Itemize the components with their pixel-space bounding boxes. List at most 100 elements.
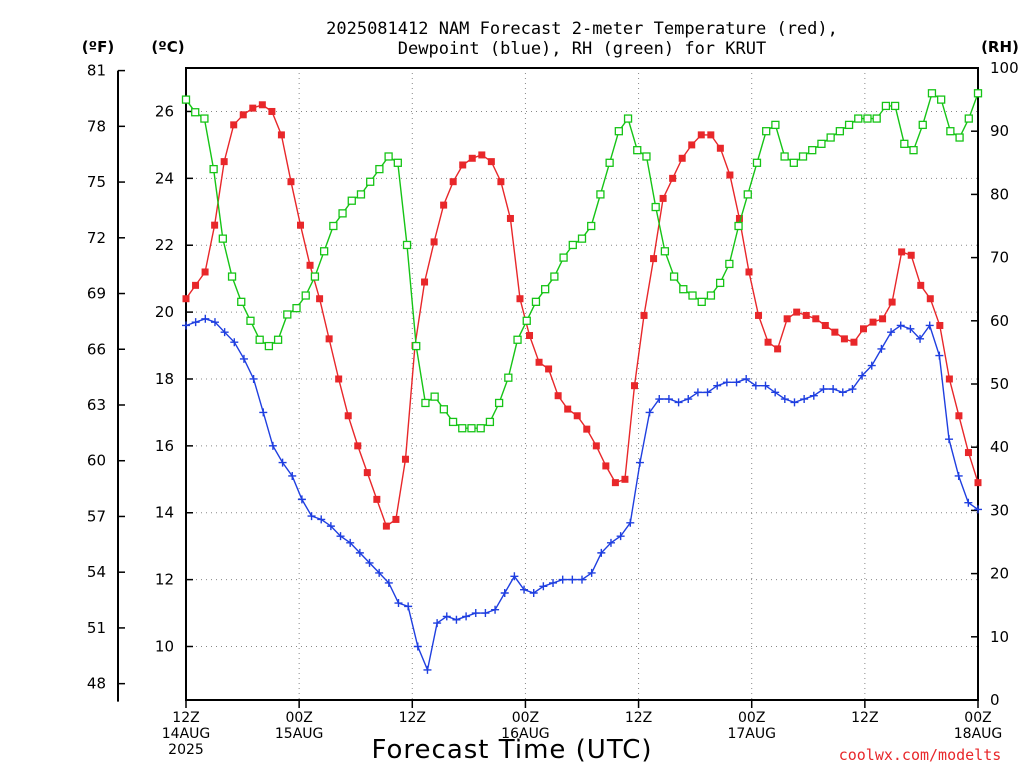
rh-point <box>237 297 246 306</box>
dewpoint-point <box>510 572 519 581</box>
rh-point <box>605 158 614 167</box>
rh-point <box>522 316 531 325</box>
dewpoint-point <box>249 374 258 383</box>
dewpoint-point <box>336 532 345 541</box>
temperature-point <box>869 318 877 326</box>
rh-point <box>430 392 439 401</box>
rh-point <box>218 234 227 243</box>
dewpoint-point <box>481 609 490 618</box>
dewpoint-point <box>288 471 297 480</box>
celsius-axis-label: (ºC) <box>151 38 184 56</box>
fahrenheit-tick-label: 54 <box>87 563 106 581</box>
rh-point <box>191 108 200 117</box>
grid-layer <box>185 68 979 700</box>
fahrenheit-tick-label: 48 <box>87 675 106 693</box>
temperature-point <box>344 412 352 420</box>
x-tick-label: 00Z <box>512 710 539 726</box>
dewpoint-point <box>848 385 857 394</box>
series-layer <box>181 89 983 674</box>
celsius-tick-label: 12 <box>155 571 174 589</box>
rh-point <box>494 398 504 408</box>
fahrenheit-tick-label: 66 <box>87 340 106 358</box>
rh-point <box>319 247 329 256</box>
rh-point <box>752 158 762 167</box>
dewpoint-point <box>500 588 509 597</box>
rh-point <box>559 253 568 262</box>
fahrenheit-axis-label: (ºF) <box>82 38 114 56</box>
dewpoint-point <box>307 512 316 521</box>
rh-point <box>393 158 402 167</box>
dewpoint-point <box>616 532 625 541</box>
temperature-point <box>297 221 305 229</box>
temperature-point <box>211 221 219 229</box>
temperature-point <box>793 308 801 316</box>
rh-point <box>255 335 264 344</box>
rh-point <box>329 221 338 231</box>
dewpoint-point <box>297 495 306 504</box>
dewpoint-point <box>259 408 268 417</box>
dewpoint-point <box>355 548 364 557</box>
rh-point <box>633 146 642 155</box>
rh-point <box>725 259 734 269</box>
credit-link[interactable]: coolwx.com/modelts <box>839 746 1002 764</box>
dewpoint-point <box>317 515 326 524</box>
dewpoint-point <box>626 518 635 527</box>
dewpoint-point <box>220 328 229 337</box>
temperature-point <box>478 151 486 159</box>
temperature-point <box>249 104 257 112</box>
rh-point <box>927 89 937 98</box>
dewpoint-point <box>442 612 451 621</box>
rh-point <box>246 316 255 325</box>
temperature-point <box>974 479 982 487</box>
dewpoint-point <box>452 615 461 624</box>
temperature-point <box>831 328 839 336</box>
rh-point <box>366 177 375 186</box>
rh-point <box>881 101 891 111</box>
x-axis-title: Forecast Time (UTC) <box>371 735 652 765</box>
temperature-point <box>774 345 782 353</box>
temperature-point <box>392 515 400 523</box>
dewpoint-point <box>201 314 210 323</box>
rh-point <box>890 101 900 111</box>
rh-point <box>264 341 274 351</box>
x-tick-label: 18AUG <box>954 726 1003 742</box>
dewpoint-point <box>529 588 538 597</box>
x-tick-label: 14AUG <box>162 726 211 742</box>
rh-point <box>651 202 660 212</box>
dewpoint-point <box>906 324 915 333</box>
rh-point <box>356 190 366 199</box>
rh-point <box>789 158 798 167</box>
fahrenheit-tick-label: 81 <box>87 62 106 80</box>
rh-point <box>808 146 817 155</box>
rh-tick-label: 80 <box>990 185 1009 203</box>
temperature-point <box>659 194 667 202</box>
temperature-point <box>277 131 285 139</box>
rh-point <box>310 272 320 281</box>
rh-point <box>623 114 633 123</box>
rh-point <box>900 139 909 148</box>
rh-point <box>835 127 845 136</box>
temperature-point <box>611 479 619 487</box>
temperature-point <box>859 325 867 333</box>
x-tick-label: 12Z <box>172 710 199 726</box>
chart-title-line1: 2025081412 NAM Forecast 2-meter Temperat… <box>326 19 838 39</box>
temperature-point <box>459 161 467 169</box>
rh-point <box>844 120 854 130</box>
dewpoint-point <box>800 395 809 404</box>
temperature-point <box>182 295 190 303</box>
temperature-point <box>201 268 209 276</box>
rh-point <box>734 221 743 231</box>
temperature-point <box>335 375 343 383</box>
dewpoint-point <box>587 568 596 577</box>
dewpoint-point <box>896 321 905 330</box>
rh-point <box>181 95 191 104</box>
temperature-point <box>688 141 696 149</box>
rh-tick-label: 60 <box>990 312 1009 330</box>
rh-tick-label: 70 <box>990 249 1009 267</box>
dewpoint-line <box>185 318 979 673</box>
rh-point <box>918 120 927 130</box>
rh-point <box>458 424 467 433</box>
temperature-point <box>325 335 333 343</box>
rh-axis-label: (RH) <box>981 38 1019 56</box>
x-tick-label: 2025 <box>168 742 204 758</box>
